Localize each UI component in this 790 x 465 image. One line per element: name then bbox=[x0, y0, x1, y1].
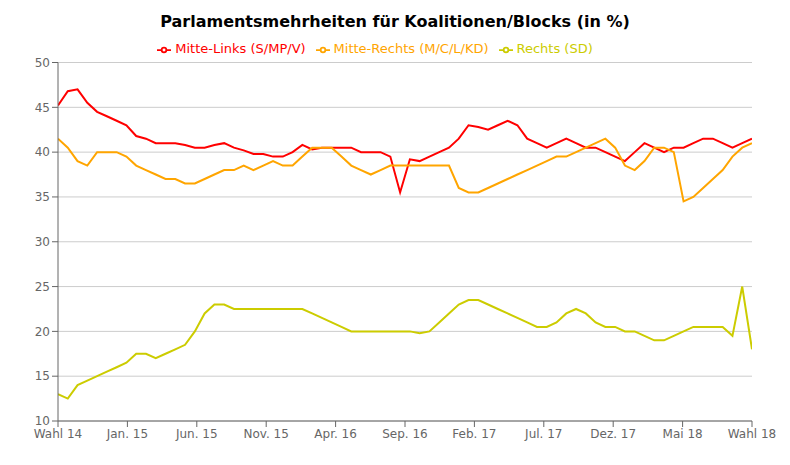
svg-text:45: 45 bbox=[35, 101, 50, 115]
svg-text:Wahl 18: Wahl 18 bbox=[728, 427, 776, 441]
svg-text:35: 35 bbox=[35, 190, 50, 204]
svg-text:Feb. 17: Feb. 17 bbox=[452, 427, 496, 441]
html-text:Mitte-Rechts (M/C/L/KD): Mitte-Rechts (M/C/L/KD) bbox=[333, 41, 489, 56]
svg-text:Jun. 15: Jun. 15 bbox=[175, 427, 218, 441]
svg-text:Nov. 15: Nov. 15 bbox=[244, 427, 289, 441]
html-text:Parlamentsmehrheiten für Koali: Parlamentsmehrheiten für Koalitionen/Blo… bbox=[160, 12, 630, 31]
svg-text:15: 15 bbox=[35, 369, 50, 383]
svg-text:50: 50 bbox=[35, 56, 50, 70]
svg-text:Jul. 17: Jul. 17 bbox=[524, 427, 562, 441]
svg-text:25: 25 bbox=[35, 280, 50, 294]
svg-text:40: 40 bbox=[35, 145, 50, 159]
svg-text:30: 30 bbox=[35, 235, 50, 249]
html-text:Mitte-Links (S/MP/V): Mitte-Links (S/MP/V) bbox=[175, 41, 306, 56]
html-text:Rechts (SD): Rechts (SD) bbox=[516, 41, 593, 56]
svg-text:Apr. 16: Apr. 16 bbox=[314, 427, 357, 441]
svg-text:Wahl 14: Wahl 14 bbox=[34, 427, 82, 441]
svg-text:Sep. 16: Sep. 16 bbox=[382, 427, 428, 441]
svg-text:Jan. 15: Jan. 15 bbox=[106, 427, 148, 441]
svg-text:20: 20 bbox=[35, 325, 50, 339]
svg-text:Dez. 17: Dez. 17 bbox=[590, 427, 636, 441]
svg-text:10: 10 bbox=[35, 414, 50, 428]
svg-text:Mai 18: Mai 18 bbox=[663, 427, 703, 441]
